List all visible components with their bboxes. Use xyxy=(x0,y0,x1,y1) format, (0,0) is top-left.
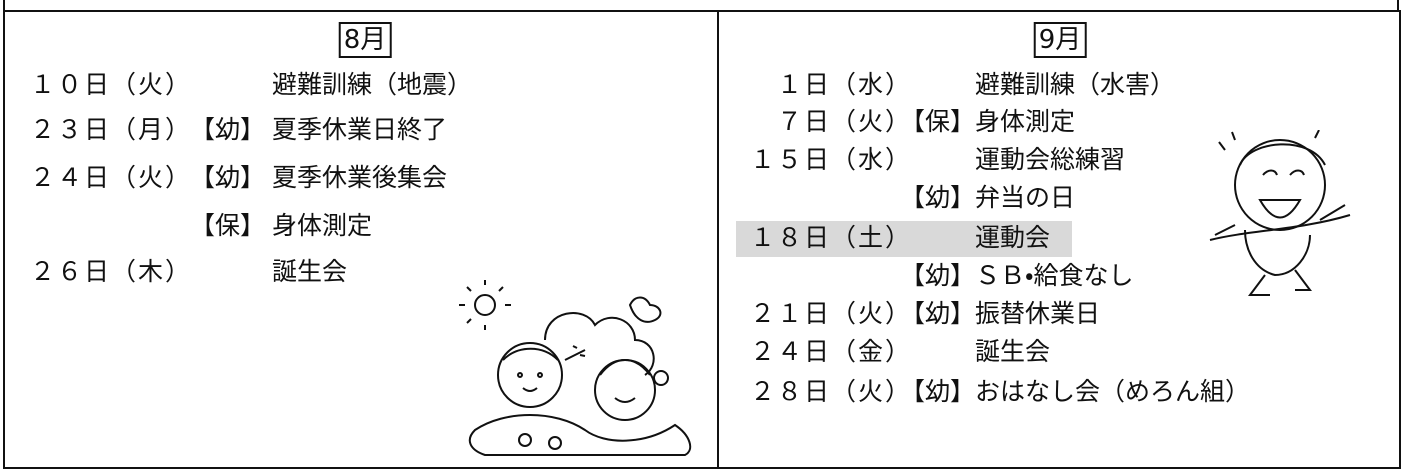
month-heading: 8月 xyxy=(338,22,392,58)
event: 避難訓練（地震） xyxy=(272,70,473,99)
date: １０日（火） xyxy=(30,70,193,99)
border xyxy=(1397,0,1399,12)
date: １５日（水） xyxy=(749,145,912,174)
event: 弁当の日 xyxy=(975,183,1076,212)
event: 誕生会 xyxy=(975,337,1051,366)
illustration-children xyxy=(459,280,692,456)
schedule-table xyxy=(3,10,1401,469)
date: ２８日（火） xyxy=(749,377,912,406)
event: 夏季休業日終了 xyxy=(272,115,448,144)
tag: 【保】 xyxy=(190,211,266,240)
event: 振替休業日 xyxy=(975,299,1101,328)
event: おはなし会（めろん組） xyxy=(975,377,1251,406)
date: ２１日（火） xyxy=(749,299,912,328)
tag: 【保】 xyxy=(900,107,976,136)
tag: 【幼】 xyxy=(900,261,976,290)
event: 夏季休業後集会 xyxy=(272,163,448,192)
tag: 【幼】 xyxy=(900,377,976,406)
border xyxy=(3,0,5,12)
date: ２４日（金） xyxy=(749,337,912,366)
tag: 【幼】 xyxy=(900,183,976,212)
highlight xyxy=(736,221,1072,257)
event: 運動会 xyxy=(975,223,1051,252)
column-divider xyxy=(717,10,719,469)
event: 身体測定 xyxy=(272,211,373,240)
date: ２４日（火） xyxy=(30,163,193,192)
event: 運動会総練習 xyxy=(975,145,1126,174)
tag: 【幼】 xyxy=(900,299,976,328)
event: 避難訓練（水害） xyxy=(975,70,1176,99)
month-heading: 9月 xyxy=(1033,22,1087,58)
date: ７日（火） xyxy=(776,107,912,136)
illustration-runner xyxy=(1209,130,1351,296)
event: 誕生会 xyxy=(272,257,348,286)
tag: 【幼】 xyxy=(190,163,266,192)
date: ２３日（月） xyxy=(30,115,193,144)
tag: 【幼】 xyxy=(190,115,266,144)
date: １日（水） xyxy=(776,70,912,99)
date: １８日（土） xyxy=(749,223,912,252)
date: ２６日（木） xyxy=(30,257,193,286)
event: ＳＢ・給食なし xyxy=(975,261,1134,290)
event: 身体測定 xyxy=(975,107,1076,136)
